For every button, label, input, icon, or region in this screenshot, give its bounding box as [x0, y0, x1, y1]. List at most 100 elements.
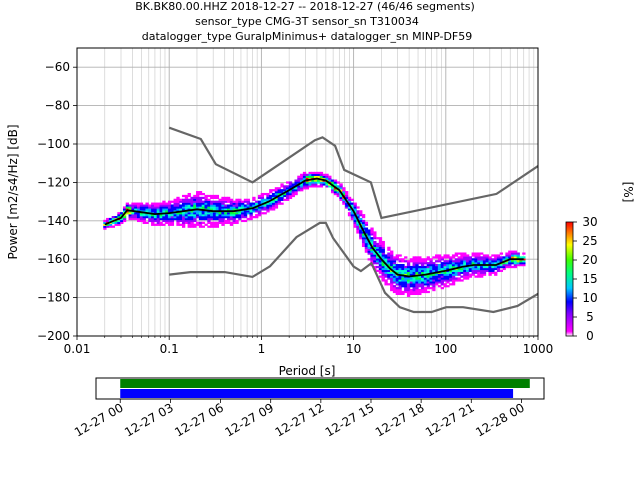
density-cell — [522, 262, 526, 265]
density-cell — [384, 273, 388, 276]
density-cell — [505, 256, 509, 259]
density-cell — [454, 277, 459, 280]
density-cell — [454, 262, 459, 265]
density-cell — [356, 214, 360, 217]
density-cell — [522, 258, 526, 261]
density-cell — [319, 179, 324, 182]
density-cell — [271, 200, 276, 203]
density-cell — [212, 206, 217, 209]
density-cell — [187, 210, 191, 213]
density-cell — [159, 204, 163, 207]
density-cell — [409, 260, 414, 263]
density-cell — [136, 202, 141, 205]
density-cell — [139, 217, 144, 221]
density-cell — [451, 262, 456, 265]
density-cell — [117, 216, 121, 219]
density-cell — [218, 221, 222, 224]
density-cell — [170, 217, 175, 221]
density-cell — [108, 225, 113, 228]
density-cell — [176, 216, 180, 219]
density-cell — [404, 260, 408, 263]
density-cell — [235, 206, 239, 209]
density-cell — [139, 212, 144, 215]
density-cell — [226, 217, 231, 221]
density-cell — [488, 273, 492, 276]
density-cell — [446, 262, 450, 265]
density-cell — [480, 275, 484, 278]
density-cell — [435, 254, 439, 257]
density-cell — [401, 258, 405, 261]
density-cell — [468, 273, 473, 276]
density-cell — [432, 256, 436, 259]
density-cell — [440, 271, 444, 274]
density-cell — [198, 225, 203, 228]
density-cell — [184, 202, 189, 205]
density-cell — [167, 200, 172, 203]
density-cell — [499, 258, 504, 261]
density-cell — [443, 279, 447, 282]
density-cell — [423, 271, 428, 274]
density-cell — [404, 265, 408, 269]
density-cell — [187, 225, 191, 228]
density-cell — [412, 279, 416, 282]
density-cell — [485, 262, 489, 265]
density-cell — [193, 204, 197, 207]
density-cell — [449, 269, 453, 272]
density-cell — [378, 237, 383, 240]
density-cell — [170, 210, 175, 213]
density-cell — [181, 208, 186, 211]
density-cell — [370, 229, 374, 232]
density-cell — [136, 216, 141, 219]
density-cell — [291, 183, 295, 186]
density-cell — [359, 235, 363, 238]
density-cell — [454, 273, 459, 276]
density-cell — [395, 279, 399, 282]
density-cell — [120, 214, 124, 217]
density-cell — [440, 265, 444, 269]
density-cell — [406, 288, 411, 292]
y-tick-label: −180 — [37, 291, 70, 305]
timeline-tick-label: 12-27 06 — [172, 400, 226, 439]
density-cell — [350, 214, 354, 217]
density-cell — [249, 216, 253, 219]
density-cell — [263, 198, 267, 201]
density-cell — [381, 279, 385, 282]
density-cell — [297, 185, 301, 188]
density-cell — [435, 279, 439, 282]
density-cell — [401, 271, 405, 274]
density-cell — [151, 214, 155, 217]
density-cell — [373, 260, 377, 263]
density-cell — [353, 223, 357, 226]
density-cell — [229, 223, 234, 226]
density-cell — [412, 290, 416, 294]
density-cell — [367, 258, 371, 261]
density-cell — [221, 223, 225, 226]
density-cell — [426, 285, 430, 288]
density-cell — [381, 242, 385, 246]
density-cell — [412, 260, 416, 263]
density-cell — [387, 271, 391, 274]
density-cell — [361, 227, 366, 230]
density-cell — [432, 285, 436, 288]
density-cell — [482, 260, 487, 263]
density-cell — [356, 221, 360, 224]
density-cell — [364, 231, 369, 234]
density-cell — [226, 198, 231, 201]
density-cell — [221, 202, 225, 205]
density-cell — [409, 265, 414, 269]
density-cell — [471, 267, 475, 271]
density-cell — [151, 206, 155, 209]
density-cell — [221, 216, 225, 219]
density-cell — [226, 214, 231, 217]
density-cell — [238, 217, 242, 221]
density-cell — [286, 187, 290, 190]
density-cell — [283, 189, 287, 192]
density-cell — [398, 277, 402, 280]
density-cell — [148, 204, 152, 207]
density-cell — [420, 287, 425, 290]
density-cell — [179, 214, 183, 217]
density-cell — [378, 275, 383, 278]
density-cell — [463, 277, 467, 280]
density-cell — [392, 279, 397, 282]
density-cell — [395, 292, 399, 296]
